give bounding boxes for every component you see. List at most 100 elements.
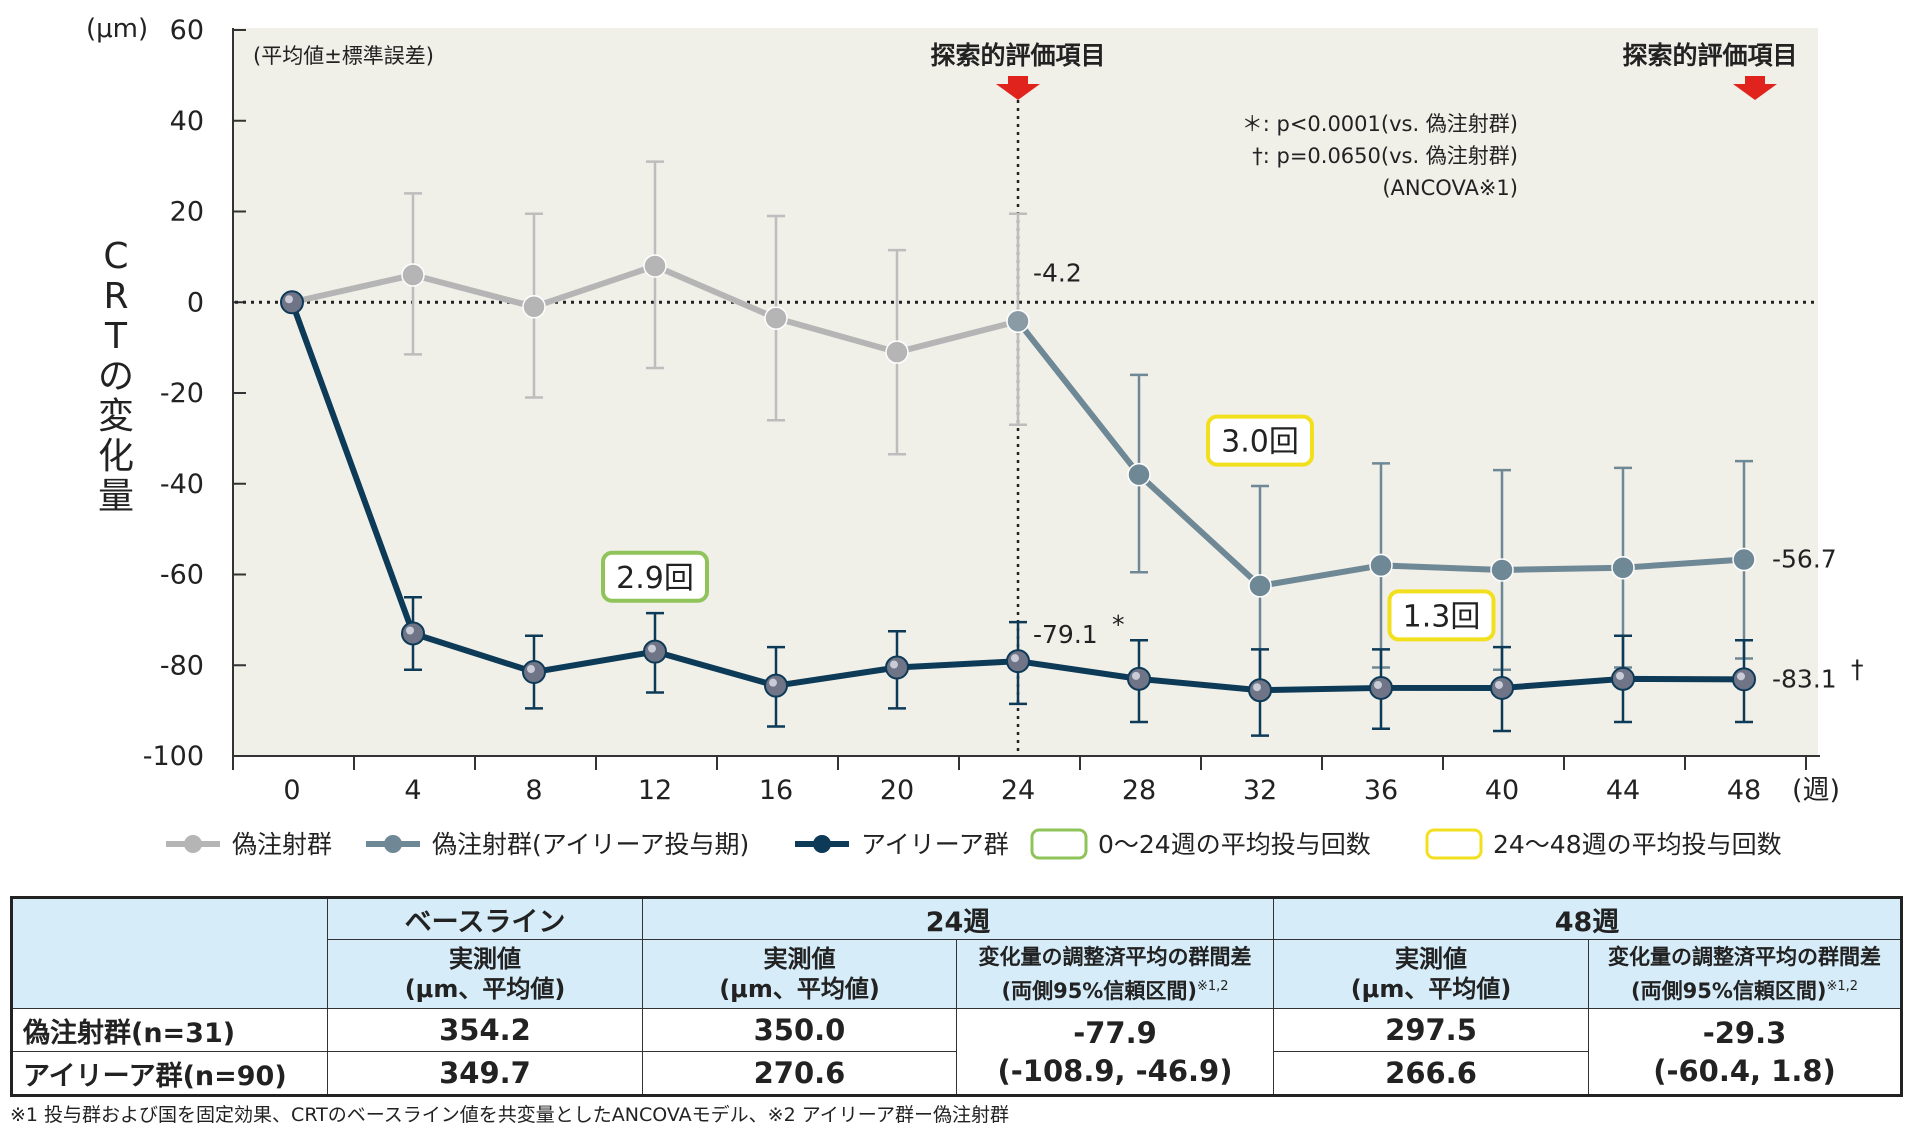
diff-footnote-ref: ※1,2 <box>1196 979 1229 994</box>
y-unit-label: (μm) <box>86 14 148 44</box>
x-tick-label: 40 <box>1485 775 1519 806</box>
table-row: アイリーア群(n=90) 349.7 270.6 266.6 <box>11 1051 1902 1096</box>
header-week48: 48週 <box>1273 897 1903 940</box>
y-tick-label: -80 <box>160 650 204 681</box>
legend-label: 0〜24週の平均投与回数 <box>1098 830 1371 859</box>
legend-swatch-box <box>1425 828 1483 860</box>
subheader-w24-measured: 実測値 (μm、平均値) <box>642 939 957 1009</box>
x-tick-label: 36 <box>1364 775 1398 806</box>
data-point <box>1127 666 1151 691</box>
cell-baseline: 354.2 <box>327 1008 643 1052</box>
mean-se-note: (平均値±標準誤差) <box>253 44 434 68</box>
legend-label: 偽注射群(アイリーア投与期) <box>432 830 749 859</box>
data-point-highlight <box>1132 671 1140 680</box>
x-tick-label: 44 <box>1606 775 1640 806</box>
row-label: アイリーア群(n=90) <box>11 1051 328 1096</box>
cell-w48: 297.5 <box>1273 1008 1590 1052</box>
measured-unit: (μm、平均値) <box>404 975 566 1003</box>
y-tick-label: -40 <box>160 469 204 500</box>
measured-label: 実測値 <box>763 945 836 973</box>
header-week24: 24週 <box>641 897 1275 940</box>
data-point <box>1248 574 1272 598</box>
y-axis-label: C R T の変化量 <box>98 236 134 517</box>
y-tick-label: -20 <box>160 378 204 409</box>
diff48-ci: (-60.4, 1.8) <box>1653 1053 1836 1088</box>
diff-ci-label: (両側95%信頼区間) <box>1631 979 1827 1003</box>
diff-footnote-ref: ※1,2 <box>1826 979 1859 994</box>
measured-unit: (μm、平均値) <box>719 975 880 1003</box>
cell-w48: 266.6 <box>1273 1051 1590 1096</box>
data-point <box>522 295 546 319</box>
data-point-highlight <box>890 660 898 669</box>
table-corner <box>11 897 328 1009</box>
significance-mark: * <box>1112 610 1125 639</box>
y-tick-label: 20 <box>170 197 204 228</box>
dose-count-label: 1.3回 <box>1403 599 1481 634</box>
significance-mark: † <box>1851 654 1864 683</box>
row-label: 偽注射群(n=31) <box>11 1008 328 1052</box>
data-point-highlight <box>1253 683 1261 692</box>
cell-w24: 350.0 <box>642 1008 957 1052</box>
data-point <box>1006 309 1030 334</box>
data-point <box>1611 555 1635 580</box>
measured-label: 実測値 <box>1395 945 1468 973</box>
value-label: -4.2 <box>1033 258 1082 287</box>
stat-note: ＊: p<0.0001(vs. 偽注射群) <box>1242 112 1518 136</box>
data-point <box>1369 675 1393 700</box>
y-tick-label: 60 <box>170 15 204 46</box>
table-row: 偽注射群(n=31) 354.2 350.0 -77.9 (-108.9, -46… <box>11 1008 1903 1096</box>
data-point-highlight <box>769 678 777 687</box>
data-point <box>885 655 909 680</box>
exploratory-endpoint-label: 探索的評価項目 <box>1622 41 1797 70</box>
dose-count-box <box>1387 589 1496 642</box>
measured-label: 実測値 <box>449 945 521 973</box>
x-tick-label: 16 <box>759 775 793 806</box>
diff-label: 変化量の調整済平均の群間差 <box>1608 945 1882 969</box>
x-unit-label: (週) <box>1792 775 1840 806</box>
red-arrow-icon <box>996 76 1040 100</box>
plot-area <box>233 28 1818 756</box>
x-tick-label: 48 <box>1727 775 1761 806</box>
data-point <box>643 639 667 664</box>
legend-swatch-marker <box>184 835 202 853</box>
legend-swatch-marker <box>384 835 402 853</box>
dose-count-label: 3.0回 <box>1221 425 1299 460</box>
data-point <box>1490 558 1514 582</box>
diff48-value: -29.3 <box>1702 1015 1787 1050</box>
diff24-ci: (-108.9, -46.9) <box>997 1053 1233 1088</box>
legend-swatch-marker <box>813 835 831 853</box>
data-point <box>1732 547 1756 572</box>
data-point <box>643 254 667 278</box>
data-point-highlight <box>1737 672 1745 681</box>
cell-w24-diff: -77.9 (-108.9, -46.9) <box>955 1008 1275 1096</box>
y-tick-label: -60 <box>160 560 204 591</box>
value-label: -83.1 <box>1772 664 1837 693</box>
data-point <box>1248 678 1272 703</box>
y-tick-label: 0 <box>187 287 204 318</box>
exploratory-endpoint-label: 探索的評価項目 <box>930 41 1105 70</box>
subheader-w48-measured: 実測値 (μm、平均値) <box>1273 939 1590 1009</box>
legend-label: アイリーア群 <box>861 830 1009 859</box>
x-tick-label: 4 <box>404 775 421 806</box>
data-point <box>401 263 425 287</box>
x-tick-label: 0 <box>283 775 300 806</box>
x-tick-label: 24 <box>1001 775 1035 806</box>
subheader-baseline-measured: 実測値 (μm、平均値) <box>327 939 643 1009</box>
data-point <box>1611 666 1635 691</box>
data-point-highlight <box>527 665 535 674</box>
diff-ci-label: (両側95%信頼区間) <box>1001 979 1197 1003</box>
data-point-highlight <box>1495 680 1503 689</box>
data-point-highlight <box>1616 671 1624 680</box>
data-point <box>1369 553 1393 578</box>
data-point <box>401 621 425 646</box>
stat-note: (ANCOVA※1) <box>1382 176 1518 200</box>
data-point <box>1127 462 1151 487</box>
legend-swatch-box <box>1030 828 1088 860</box>
data-point-highlight <box>648 644 656 653</box>
dose-count-box <box>601 550 709 603</box>
cell-baseline: 349.7 <box>327 1051 643 1096</box>
x-tick-label: 12 <box>638 775 672 806</box>
data-point <box>764 306 788 330</box>
measured-unit: (μm、平均値) <box>1350 975 1512 1003</box>
